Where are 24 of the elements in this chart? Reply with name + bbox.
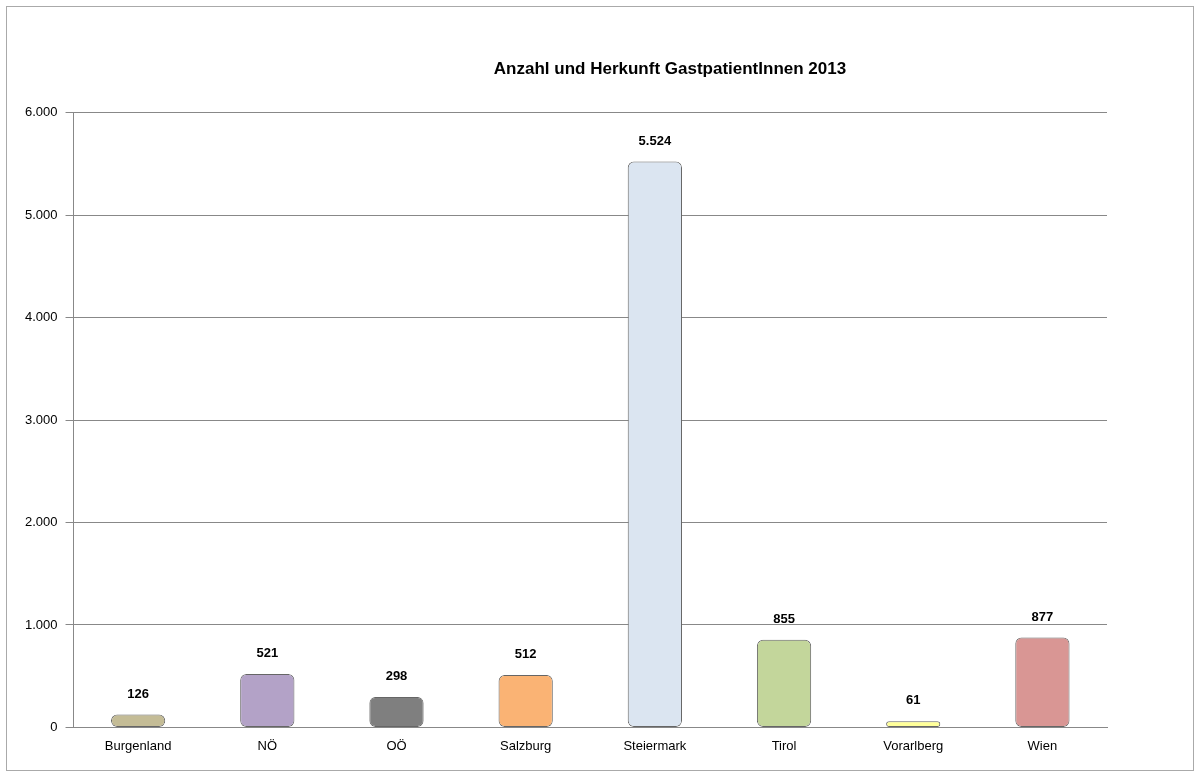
chart-title: Anzahl und Herkunft GastpatientInnen 2013 bbox=[492, 59, 848, 79]
x-tick-label: Burgenland bbox=[104, 737, 172, 753]
data-label: 855 bbox=[773, 610, 795, 626]
x-tick-label: Salzburg bbox=[500, 737, 552, 753]
x-tick-label: OÖ bbox=[386, 737, 407, 753]
data-label: 521 bbox=[256, 645, 279, 661]
data-label: 5.524 bbox=[638, 132, 672, 148]
data-label: 298 bbox=[385, 667, 408, 683]
data-label: 512 bbox=[514, 646, 537, 662]
y-tick-label: 4.000 bbox=[24, 309, 58, 325]
x-tick-label: Vorarlberg bbox=[883, 737, 944, 753]
y-tick-label: 0 bbox=[50, 718, 58, 734]
data-label: 877 bbox=[1031, 608, 1054, 624]
y-tick-label: 5.000 bbox=[24, 206, 58, 222]
x-tick-label: Wien bbox=[1027, 737, 1058, 753]
y-tick-label: 1.000 bbox=[24, 616, 58, 632]
data-label: 61 bbox=[905, 692, 921, 708]
y-tick-label: 3.000 bbox=[24, 411, 58, 427]
x-tick-label: Steiermark bbox=[623, 737, 687, 753]
x-tick-label: NÖ bbox=[257, 737, 278, 753]
data-label: 126 bbox=[127, 685, 149, 701]
x-tick-label: Tirol bbox=[771, 737, 797, 753]
y-tick-label: 6.000 bbox=[24, 104, 58, 120]
y-tick-label: 2.000 bbox=[24, 514, 58, 530]
